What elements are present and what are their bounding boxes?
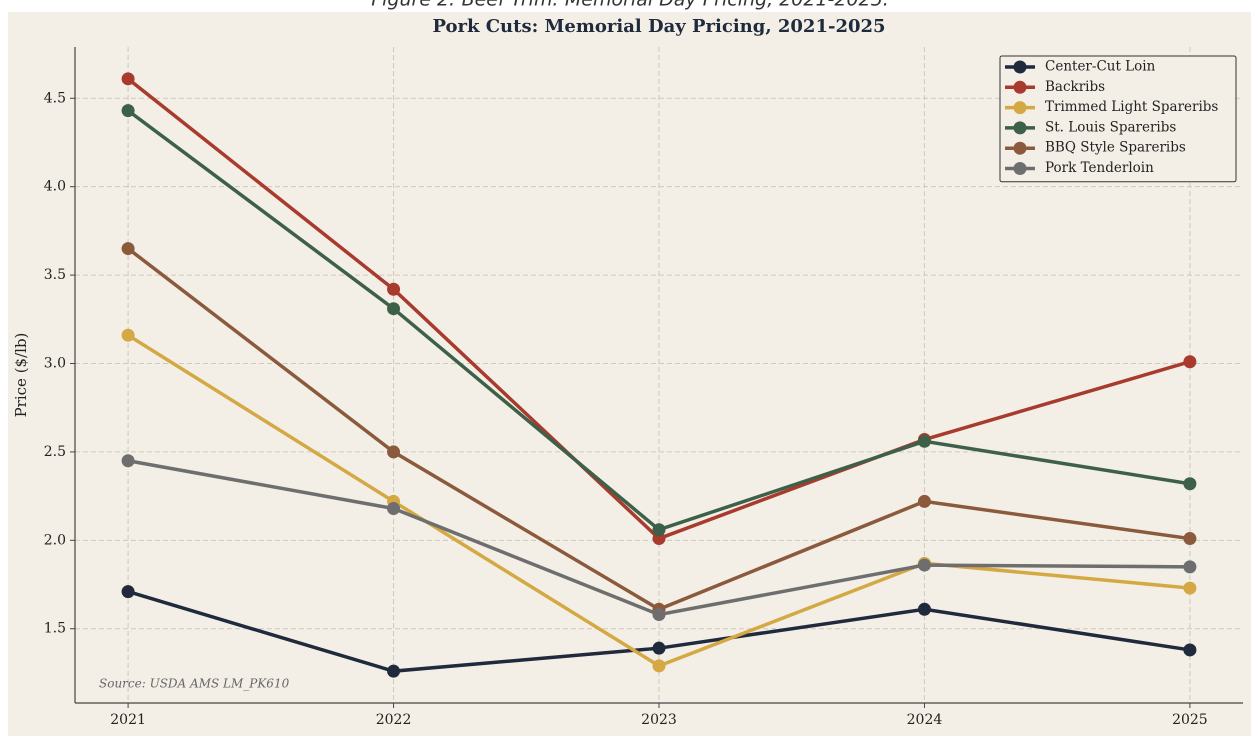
point [121, 104, 135, 118]
x-tick-label: 2023 [641, 712, 677, 728]
point [1183, 532, 1197, 546]
legend-swatch-marker [1013, 121, 1027, 135]
point [387, 501, 401, 515]
point [917, 602, 931, 616]
point [387, 664, 401, 678]
legend-swatch-marker [1013, 80, 1027, 94]
point [652, 608, 666, 622]
caption: Figure 2: Beef Trim: Memorial Day Pricin… [371, 0, 889, 11]
x-tick-label: 2024 [907, 712, 943, 728]
point [917, 494, 931, 508]
x-tick-label: 2021 [110, 712, 146, 728]
legend-label: BBQ Style Spareribs [1045, 140, 1186, 156]
y-tick-label: 2.0 [44, 532, 66, 548]
source-note: Source: USDA AMS LM_PK610 [99, 677, 290, 691]
x-tick-label: 2025 [1172, 712, 1208, 728]
legend-swatch-marker [1013, 60, 1027, 74]
legend-label: Center-Cut Loin [1045, 59, 1156, 75]
point [917, 558, 931, 572]
point [121, 328, 135, 342]
point [387, 282, 401, 296]
point [121, 242, 135, 256]
point [1183, 560, 1197, 574]
point [121, 72, 135, 86]
point [652, 523, 666, 537]
point [387, 445, 401, 459]
legend-swatch-marker [1013, 101, 1027, 115]
point [1183, 643, 1197, 657]
point [1183, 581, 1197, 595]
legend-box [999, 55, 1237, 183]
y-tick-label: 1.5 [44, 621, 66, 637]
point [1183, 477, 1197, 491]
x-tick-label: 2022 [376, 712, 412, 728]
y-tick-label: 4.0 [44, 179, 66, 195]
point [652, 659, 666, 673]
y-tick-label: 2.5 [44, 444, 66, 460]
y-tick-label: 3.0 [44, 356, 66, 372]
legend-label: Backribs [1045, 79, 1105, 95]
legend-swatch-marker [1013, 141, 1027, 155]
y-axis-label: Price ($/lb) [12, 333, 30, 418]
y-tick-label: 4.5 [44, 90, 66, 106]
legend-label: Trimmed Light Spareribs [1045, 99, 1218, 115]
legend-label: St. Louis Spareribs [1045, 119, 1176, 135]
chart-title: Pork Cuts: Memorial Day Pricing, 2021-20… [432, 16, 885, 37]
point [121, 585, 135, 599]
point [652, 641, 666, 655]
y-tick-label: 3.5 [44, 267, 66, 283]
point [1183, 355, 1197, 369]
legend-swatch-marker [1013, 162, 1027, 175]
point [121, 454, 135, 468]
point [917, 434, 931, 448]
legend-label: Pork Tenderloin [1045, 160, 1154, 176]
point [387, 302, 401, 316]
